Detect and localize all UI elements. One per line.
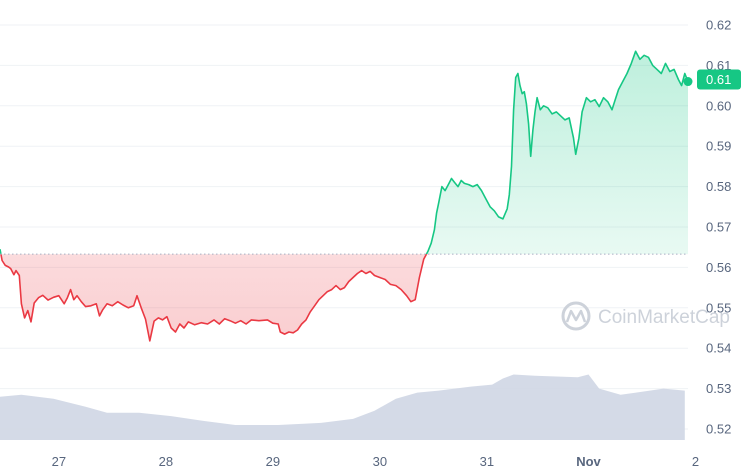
price-series bbox=[0, 50, 689, 342]
x-tick-label: 2 bbox=[692, 454, 699, 469]
y-tick-label: 0.62 bbox=[706, 18, 731, 33]
x-tick-label: 29 bbox=[266, 454, 280, 469]
y-tick-label: 0.55 bbox=[706, 300, 731, 315]
y-tick-label: 0.60 bbox=[706, 98, 731, 113]
x-tick-label: 28 bbox=[159, 454, 173, 469]
current-price-dot bbox=[683, 77, 693, 87]
area-above-reference bbox=[0, 51, 688, 255]
y-tick-label: 0.56 bbox=[706, 260, 731, 275]
y-tick-label: 0.57 bbox=[706, 220, 731, 235]
coinmarketcap-watermark: CoinMarketCap bbox=[561, 301, 730, 331]
volume-area-shape bbox=[0, 374, 685, 440]
y-tick-label: 0.53 bbox=[706, 381, 731, 396]
current-price-badge-bg bbox=[697, 69, 741, 90]
y-tick-label: 0.59 bbox=[706, 139, 731, 154]
y-axis: 0.62 0.61 0.60 0.59 0.58 0.57 0.56 0.55 0.54 0.53… bbox=[706, 18, 731, 437]
watermark-text: CoinMarketCap bbox=[598, 307, 730, 328]
y-tick-label: 0.58 bbox=[706, 179, 731, 194]
x-tick-label: 30 bbox=[373, 454, 387, 469]
x-axis: 27 28 29 30 31 Nov 2 bbox=[52, 454, 699, 469]
x-tick-label: 27 bbox=[52, 454, 66, 469]
price-line-up bbox=[0, 50, 689, 255]
x-tick-label: 31 bbox=[480, 454, 494, 469]
current-price-badge-label: 0.61 bbox=[706, 72, 731, 87]
coinmarketcap-logo-icon bbox=[561, 301, 591, 331]
y-tick-label: 0.61 bbox=[706, 58, 731, 73]
volume-area bbox=[0, 374, 685, 440]
y-tick-label: 0.52 bbox=[706, 422, 731, 437]
price-line-down bbox=[0, 254, 428, 342]
y-tick-label: 0.54 bbox=[706, 341, 731, 356]
current-price-badge: 0.61 bbox=[683, 69, 741, 90]
area-below-reference bbox=[0, 254, 688, 341]
x-tick-label: Nov bbox=[576, 454, 601, 469]
